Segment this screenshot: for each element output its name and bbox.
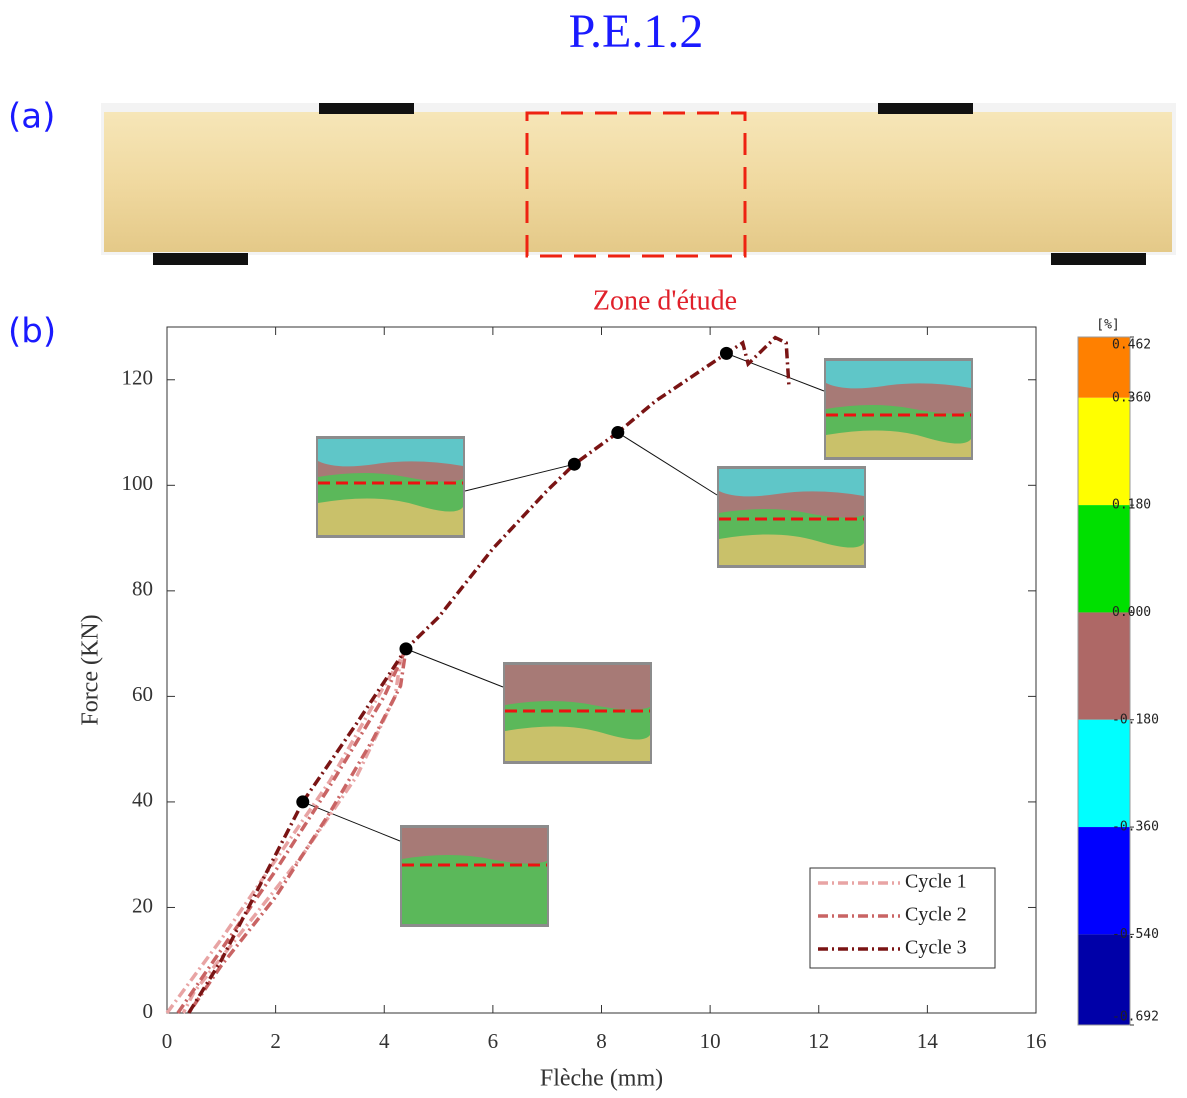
colorbar-segment [1078, 612, 1130, 720]
x-tick-label: 2 [270, 1029, 281, 1053]
colorbar-frame [1077, 336, 1131, 1026]
inset-cyan [719, 469, 864, 497]
inset-yellow [826, 430, 971, 457]
connector [464, 463, 575, 492]
legend-label: Cycle 3 [905, 937, 967, 959]
colorbar-segment [1078, 719, 1130, 828]
insets [316, 358, 973, 927]
y-tick-label: 0 [143, 999, 154, 1023]
x-tick-label: 14 [917, 1029, 939, 1053]
colorbar-tick-label: -0.540 [1112, 927, 1159, 942]
colorbar-tick-label: 0.000 [1112, 605, 1151, 620]
colorbar-label: [%] [1096, 318, 1119, 333]
x-tick-label: 0 [162, 1029, 173, 1053]
y-axis-label: Force (KN) [78, 614, 104, 725]
marker [567, 457, 581, 471]
zone-label: Zone d'étude [593, 285, 737, 316]
x-tick-label: 10 [700, 1029, 721, 1053]
x-tick-label: 12 [808, 1029, 829, 1053]
y-tick-label: 80 [132, 577, 153, 601]
legend-label: Cycle 2 [905, 904, 967, 926]
legend-label: Cycle 1 [905, 871, 967, 893]
series-line [176, 648, 408, 1014]
y-tick-label: 120 [122, 366, 154, 390]
colorbar-segment [1078, 827, 1130, 935]
beam-photo [101, 103, 1176, 265]
inset-green [402, 855, 547, 924]
panel-label: (a) [8, 97, 55, 137]
inset-yellow [318, 498, 463, 535]
x-tick-label: 4 [379, 1029, 390, 1053]
series-line [165, 658, 403, 1015]
colorbar-tick-label: -0.692 [1112, 1010, 1159, 1025]
legend [809, 867, 996, 969]
colorbar-segment [1078, 934, 1130, 1025]
y-tick-label: 20 [132, 893, 153, 917]
connector [726, 352, 825, 392]
inset-yellow [719, 534, 864, 565]
colorbar-tick-label: -0.180 [1112, 712, 1159, 727]
colorbar-tick-label: 0.360 [1112, 390, 1151, 405]
x-axis-label: Flèche (mm) [540, 1066, 663, 1092]
marker [611, 426, 625, 440]
inset-yellow [505, 726, 650, 761]
y-tick-label: 60 [132, 682, 153, 706]
marker [296, 795, 310, 809]
marker [399, 642, 413, 656]
connector [617, 432, 718, 496]
series-line [187, 335, 791, 1014]
x-tick-label: 16 [1026, 1029, 1047, 1053]
x-tick-label: 8 [596, 1029, 607, 1053]
colorbar-tick-label: 0.462 [1112, 338, 1151, 353]
inset-cyan [318, 439, 463, 467]
connector [405, 648, 504, 688]
colorbar-tick-label: -0.360 [1112, 820, 1159, 835]
y-tick-label: 40 [132, 788, 153, 812]
inset-cyan [826, 361, 971, 389]
marker [719, 346, 733, 360]
colorbar-tick-label: 0.180 [1112, 498, 1151, 513]
colorbar-segment [1078, 337, 1130, 398]
y-tick-label: 100 [122, 471, 154, 495]
connector [302, 801, 401, 842]
colorbar-segment [1078, 505, 1130, 613]
title: P.E.1.2 [569, 5, 704, 58]
x-tick-label: 6 [488, 1029, 499, 1053]
panel-label: (b) [8, 312, 56, 352]
colorbar-segment [1078, 397, 1130, 506]
